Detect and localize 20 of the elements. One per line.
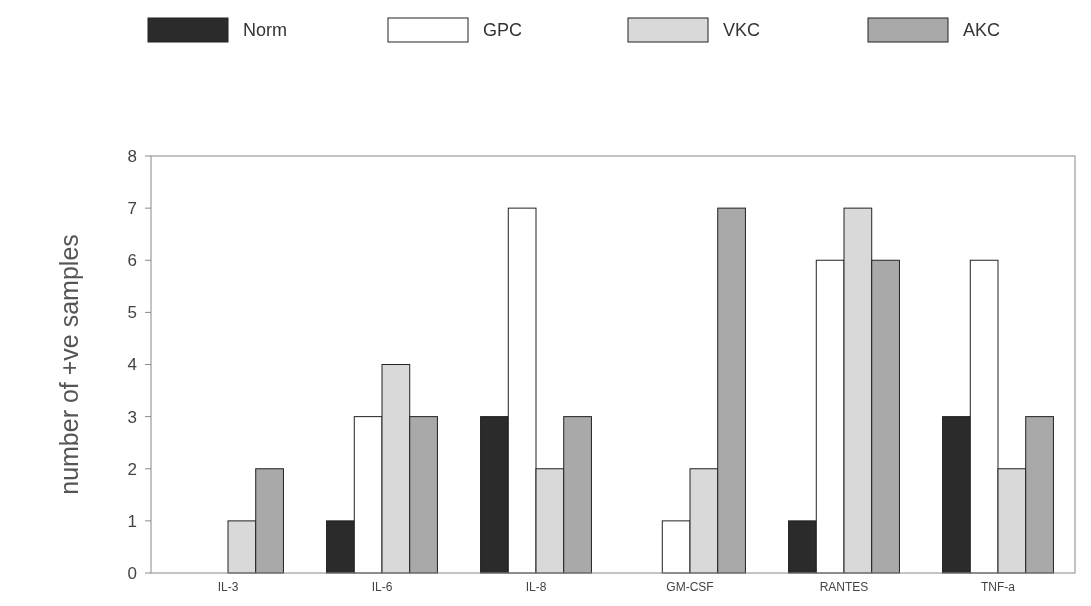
y-tick-label: 7	[127, 199, 137, 219]
y-tick-label: 2	[127, 459, 137, 479]
y-tick-label: 5	[127, 303, 137, 323]
legend-label: AKC	[963, 20, 1001, 40]
x-tick-label: IL-8	[525, 580, 547, 594]
legend-label: GPC	[483, 20, 523, 40]
x-tick-label: GM-CSF	[666, 580, 714, 594]
x-tick-label: TNF-a	[981, 580, 1016, 594]
y-tick-label: 1	[127, 511, 137, 531]
y-tick-label: 3	[127, 407, 137, 427]
x-tick-label: RANTES	[819, 580, 869, 594]
y-axis-title: number of +ve samples	[55, 234, 83, 495]
y-tick-label: 8	[127, 146, 137, 166]
x-tick-label: IL-6	[371, 580, 393, 594]
y-tick-label: 0	[127, 563, 137, 583]
legend-label: VKC	[723, 20, 761, 40]
y-tick-label: 4	[127, 355, 137, 375]
y-tick-label: 6	[127, 251, 137, 271]
x-tick-label: IL-3	[217, 580, 239, 594]
legend-label: Norm	[243, 20, 287, 40]
